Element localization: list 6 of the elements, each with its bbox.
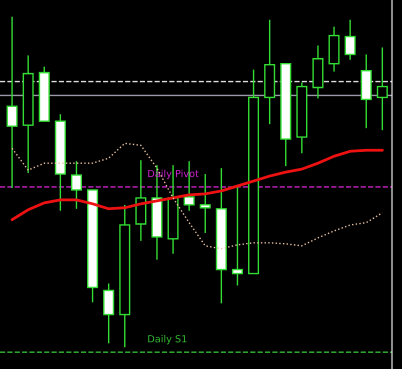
candlestick bbox=[200, 173, 211, 234]
candlestick bbox=[344, 19, 356, 60]
ref-line-label: Daily S1 bbox=[148, 334, 186, 344]
candlestick bbox=[70, 160, 82, 210]
candlestick bbox=[6, 16, 18, 189]
candlestick bbox=[376, 46, 388, 131]
